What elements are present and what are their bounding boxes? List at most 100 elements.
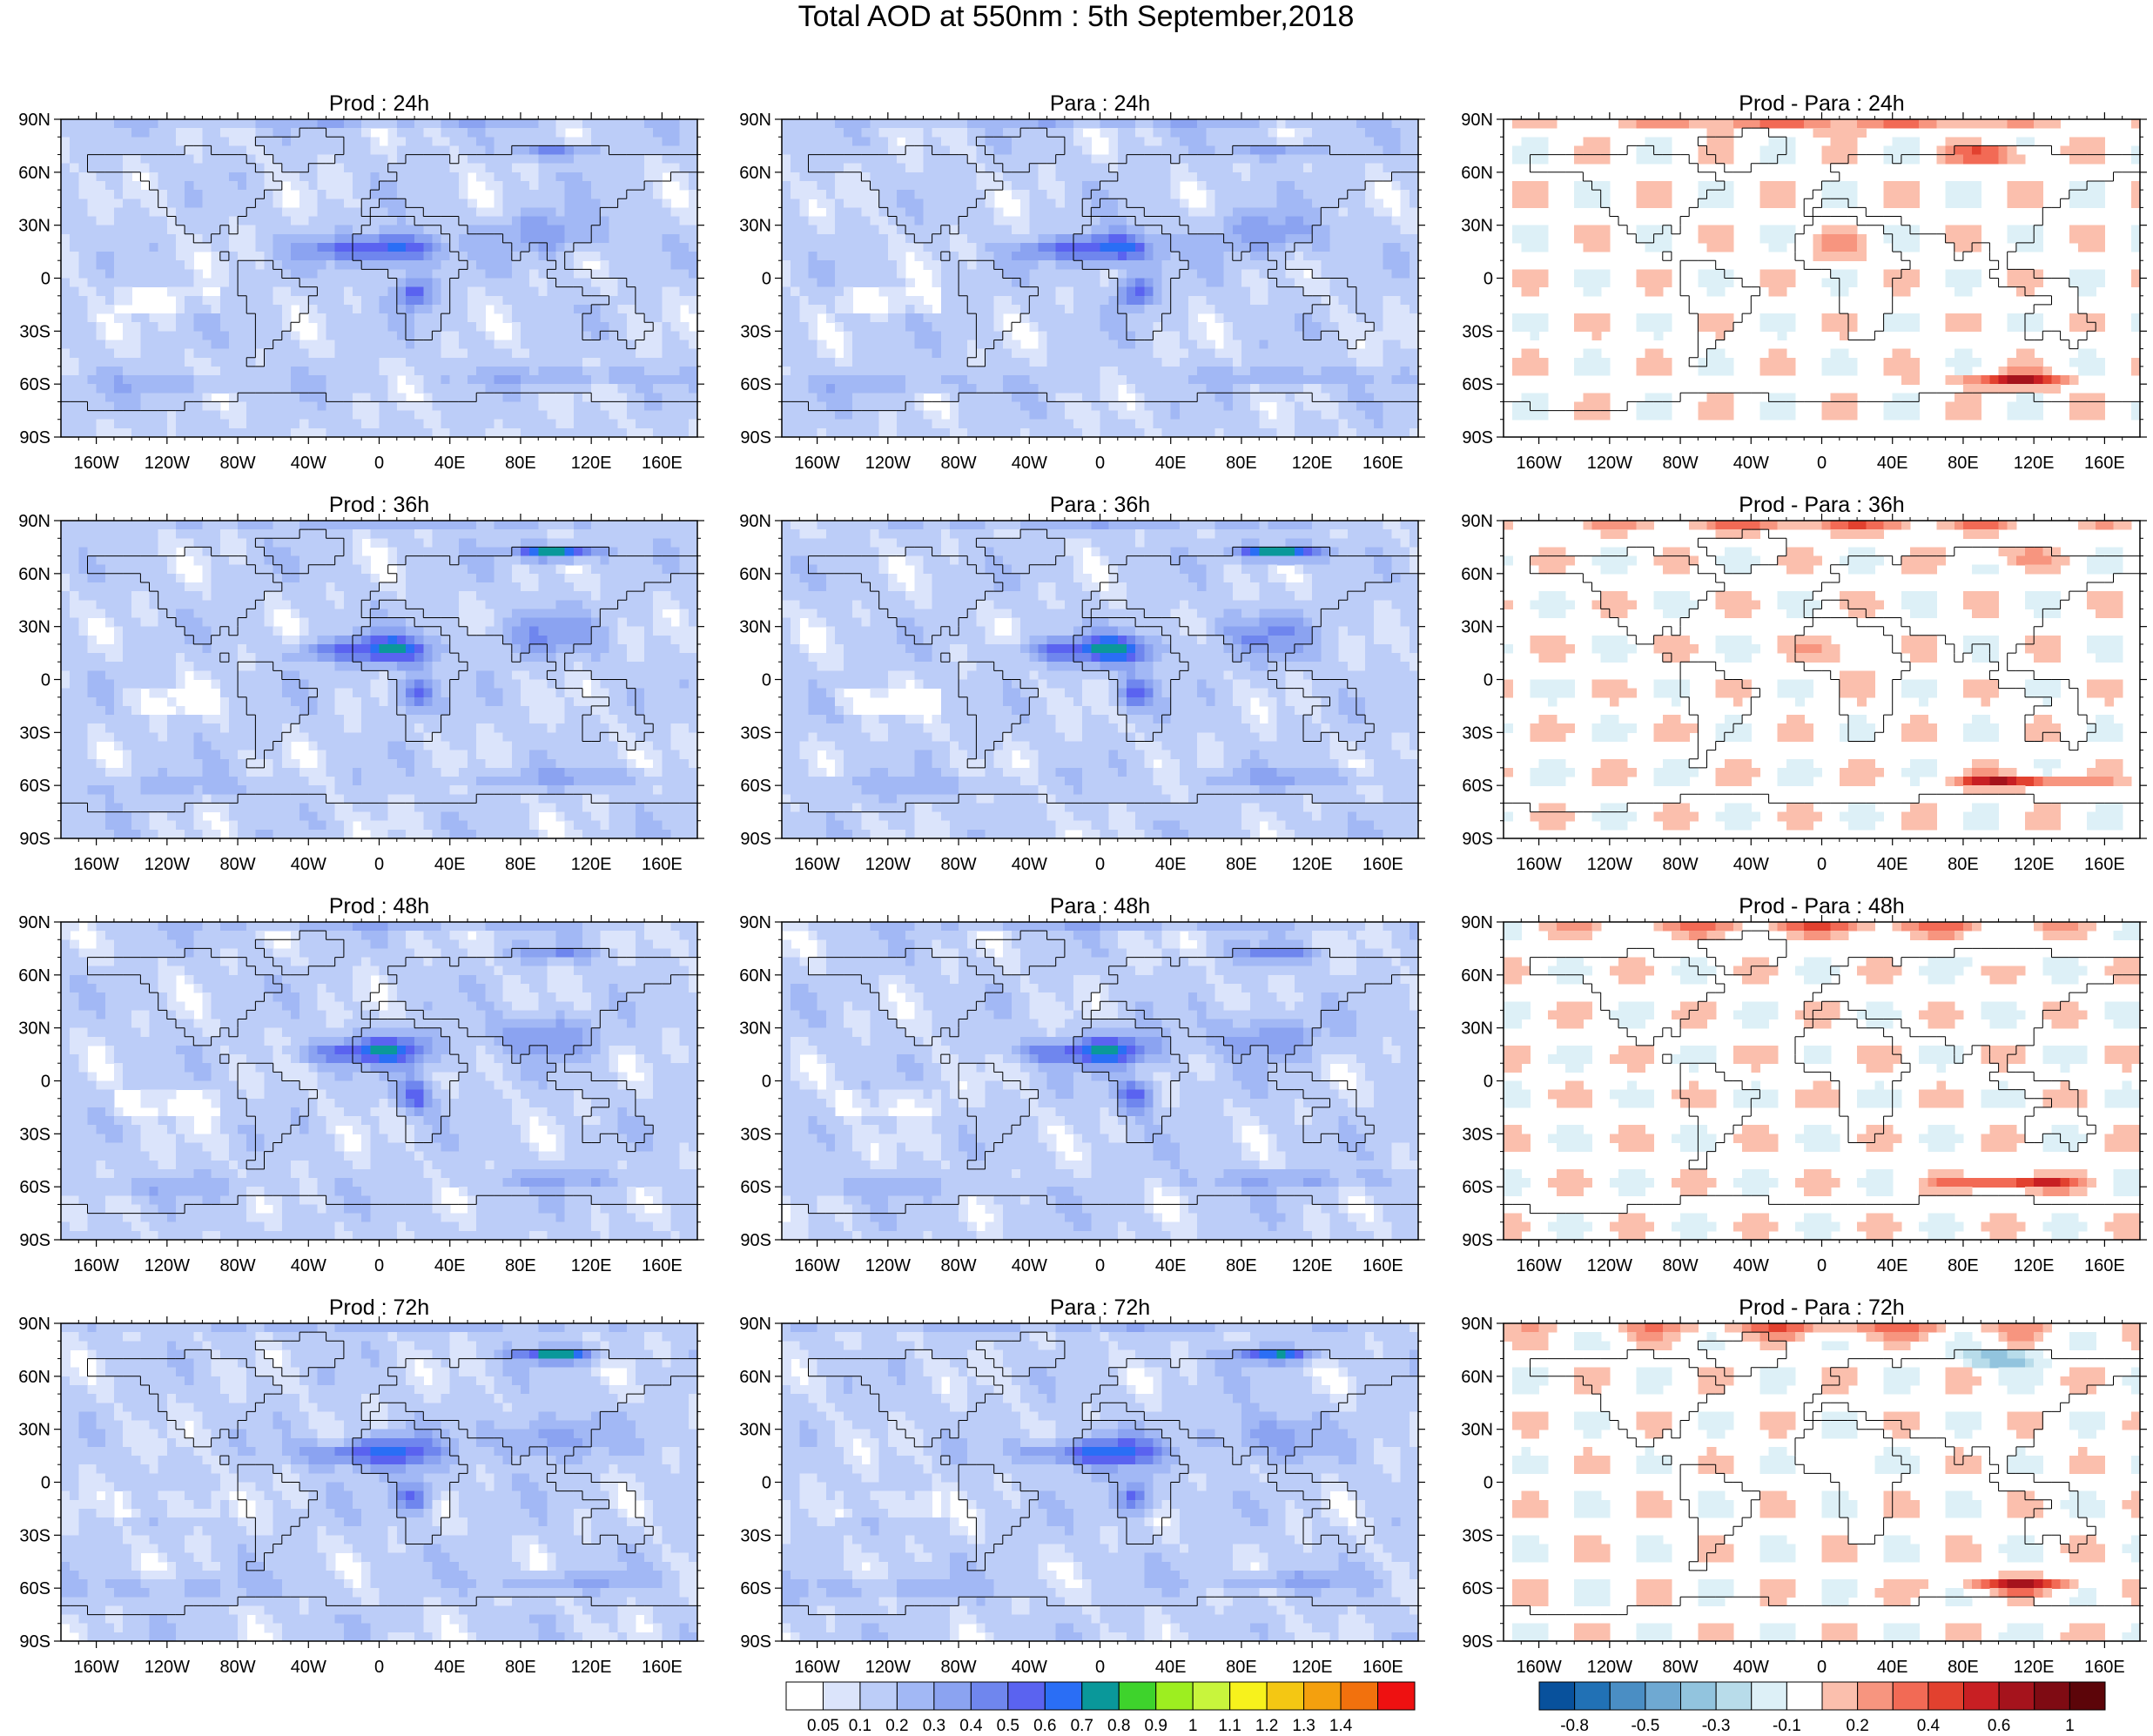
y-tick-label: 60S [740,1579,771,1598]
colorbar-swatch [1378,1682,1415,1710]
y-tick-label: 60N [1461,565,1493,584]
x-tick-label: 40E [1877,454,1908,473]
x-tick-label: 80E [505,1256,536,1275]
colorbar-label: 0.3 [923,1717,945,1735]
x-tick-label: 40E [1155,1256,1187,1275]
colorbar-label: 0.5 [997,1717,1019,1735]
x-tick-label: 160W [1516,454,1561,473]
x-tick-label: 80W [219,454,255,473]
x-tick-label: 160E [2084,1658,2125,1677]
x-tick-label: 80W [940,1658,976,1677]
y-tick-label: 30S [1462,723,1493,743]
y-tick-label: 90N [739,111,771,130]
y-tick-label: 90N [18,512,50,531]
x-tick-label: 80W [219,855,255,874]
y-tick-label: 60N [739,164,771,183]
colorbar-label: -0.3 [1702,1717,1731,1735]
y-tick-label: 30S [1462,1125,1493,1144]
x-tick-label: 160E [642,454,683,473]
colorbar-swatch [1716,1682,1752,1710]
colorbar-swatch [1045,1682,1081,1710]
colorbar-swatch [1645,1682,1681,1710]
colorbar-swatch [1858,1682,1894,1710]
y-tick-label: 0 [41,1474,50,1493]
colorbar-label: 1.1 [1218,1717,1241,1735]
colorbar-swatch [786,1682,823,1710]
y-tick-label: 90S [1462,428,1493,447]
y-tick-label: 90S [740,428,771,447]
colorbar-label: 1.3 [1292,1717,1315,1735]
x-tick-label: 120E [571,1658,612,1677]
y-tick-label: 90S [740,1632,771,1652]
x-tick-label: 80W [940,454,976,473]
colorbar-label: 1 [2065,1717,2075,1735]
x-tick-label: 160E [1362,1256,1403,1275]
x-tick-label: 160E [2084,1256,2125,1275]
y-tick-label: 60S [1462,375,1493,394]
map-panel: Prod - Para : 24h90N60N30N030S60S90S160W… [1461,91,2147,473]
x-tick-label: 0 [1095,855,1105,874]
x-tick-label: 160E [2084,855,2125,874]
colorbar-swatch [897,1682,933,1710]
y-tick-label: 90S [1462,830,1493,849]
colorbar-swatch [1304,1682,1341,1710]
x-tick-label: 120E [2014,855,2055,874]
y-tick-label: 90S [19,1632,50,1652]
y-tick-label: 30S [740,723,771,743]
x-tick-label: 80W [940,855,976,874]
x-tick-label: 120W [865,1658,911,1677]
x-tick-label: 80E [1226,1256,1257,1275]
y-tick-label: 30N [739,1421,771,1440]
y-tick-label: 60S [19,777,50,796]
x-tick-label: 80W [219,1658,255,1677]
y-tick-label: 90N [739,512,771,531]
x-tick-label: 160E [1362,454,1403,473]
x-tick-label: 120E [2014,1658,2055,1677]
y-tick-label: 30N [1461,1421,1493,1440]
colorbar-label: 0.1 [849,1717,871,1735]
map-panel: Prod - Para : 48h90N60N30N030S60S90S160W… [1461,894,2147,1275]
y-tick-label: 90S [1462,1231,1493,1250]
x-tick-label: 160W [1516,855,1561,874]
x-tick-label: 80W [1662,855,1698,874]
x-tick-label: 160W [73,855,118,874]
colorbar-swatch [1193,1682,1229,1710]
x-tick-label: 0 [374,1658,384,1677]
panel-title: Prod : 72h [329,1295,429,1320]
colorbar-swatch [1156,1682,1193,1710]
y-tick-label: 90N [18,1315,50,1334]
x-tick-label: 80E [505,855,536,874]
map-panel: Prod - Para : 36h90N60N30N030S60S90S160W… [1461,493,2147,874]
y-tick-label: 60N [1461,1368,1493,1387]
y-tick-label: 90N [1461,512,1493,531]
y-tick-label: 30S [740,1526,771,1545]
colorbar-swatch [1964,1682,2000,1710]
x-tick-label: 80W [940,1256,976,1275]
x-tick-label: 40E [1877,1658,1908,1677]
y-tick-label: 0 [1484,270,1493,289]
x-tick-label: 120W [1587,855,1632,874]
x-tick-label: 40W [1733,1658,1769,1677]
panel-title: Prod : 48h [329,894,429,918]
y-tick-label: 60S [740,375,771,394]
colorbar-label: 0.05 [807,1717,839,1735]
x-tick-label: 40W [1012,855,1047,874]
figure-title: Total AOD at 550nm : 5th September,2018 [798,0,1355,33]
y-tick-label: 30S [740,1125,771,1144]
x-tick-label: 160W [1516,1256,1561,1275]
y-tick-label: 0 [1484,1073,1493,1092]
x-tick-label: 160W [73,1256,118,1275]
x-tick-label: 0 [1095,1658,1105,1677]
colorbar-label: 1 [1188,1717,1198,1735]
y-tick-label: 30S [1462,1526,1493,1545]
colorbar-swatch [1610,1682,1645,1710]
x-tick-label: 80E [505,1658,536,1677]
y-tick-label: 60N [1461,164,1493,183]
colorbar-swatch [1082,1682,1119,1710]
y-tick-label: 30S [740,322,771,341]
y-tick-label: 30S [19,1526,50,1545]
